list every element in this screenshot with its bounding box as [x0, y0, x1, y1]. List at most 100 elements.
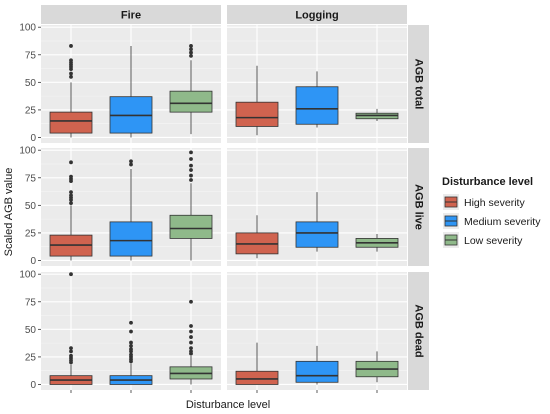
panel-logging-agb-dead	[227, 272, 407, 390]
outlier-point	[69, 74, 73, 79]
outlier-point	[129, 329, 133, 334]
outlier-point	[189, 178, 193, 182]
outlier-point	[69, 190, 73, 195]
box-high-severity	[49, 44, 93, 138]
box-iqr	[109, 221, 153, 257]
box-iqr	[235, 370, 279, 385]
box-medium-severity	[109, 45, 153, 138]
panel-fire-agb-total	[41, 25, 221, 143]
outlier-point	[189, 157, 193, 161]
box-iqr	[295, 86, 339, 125]
box-iqr	[235, 101, 279, 127]
y-tick-label: 75	[25, 173, 37, 184]
outlier-point	[69, 58, 73, 63]
outlier-point	[129, 159, 133, 164]
facet-strip-row	[408, 148, 429, 266]
facet-strip-label: Logging	[295, 10, 338, 22]
legend-entry-label: High severity	[464, 197, 525, 209]
outlier-point	[69, 272, 73, 277]
facet-strip-row-label: AGB live	[413, 184, 425, 230]
outlier-point	[189, 340, 193, 345]
box-low-severity	[355, 108, 399, 121]
outlier-point	[129, 162, 133, 167]
y-axis-title: Scaled AGB value	[3, 168, 15, 257]
box-high-severity	[235, 215, 279, 259]
box-high-severity	[49, 160, 93, 261]
outlier-point	[129, 340, 133, 345]
outlier-point	[189, 44, 193, 48]
panel-logging-agb-total	[227, 25, 407, 143]
box-high-severity	[235, 342, 279, 385]
outlier-point	[189, 324, 193, 328]
outlier-point	[69, 346, 73, 350]
box-low-severity	[169, 299, 213, 385]
y-tick-label: 25	[25, 105, 37, 116]
legend-entry-label: Low severity	[464, 235, 523, 247]
facet-strip-row-label: AGB dead	[413, 304, 425, 357]
y-tick-label: 50	[25, 201, 37, 212]
box-medium-severity	[295, 71, 339, 128]
outlier-point	[189, 47, 193, 52]
outlier-point	[189, 346, 193, 350]
box-iqr	[169, 90, 213, 113]
facet-strip-row	[408, 25, 429, 143]
facet-strip-label: Fire	[121, 10, 141, 22]
y-tick-label: 0	[30, 256, 36, 267]
outlier-point	[189, 53, 193, 58]
box-iqr	[295, 360, 339, 383]
box-low-severity	[169, 44, 213, 135]
outlier-point	[69, 174, 73, 179]
y-tick-label: 25	[25, 352, 37, 363]
outlier-point	[69, 71, 73, 76]
outlier-point	[189, 349, 193, 354]
box-medium-severity	[295, 345, 339, 385]
outlier-point	[129, 343, 133, 348]
panel-fire-agb-dead	[41, 272, 221, 390]
box-low-severity	[355, 351, 399, 383]
facet-strip-row	[408, 272, 429, 390]
outlier-point	[129, 320, 133, 325]
y-tick-label: 0	[30, 380, 36, 391]
box-low-severity	[169, 150, 213, 261]
box-high-severity	[49, 272, 93, 385]
box-iqr	[169, 214, 213, 239]
outlier-point	[69, 353, 73, 358]
outlier-point	[189, 173, 193, 178]
box-low-severity	[355, 234, 399, 252]
outlier-point	[189, 299, 193, 304]
box-iqr	[49, 111, 93, 134]
facet-strip-row-label: AGB total	[413, 59, 425, 110]
outlier-point	[189, 335, 193, 339]
panel-logging-agb-live	[227, 148, 407, 266]
y-tick-label: 50	[25, 78, 37, 89]
x-axis-title: Disturbance level	[186, 399, 270, 411]
y-tick-label: 0	[30, 133, 36, 144]
legend: Disturbance level High severity Medium sev…	[442, 176, 541, 248]
panel-fire-agb-live	[41, 148, 221, 266]
y-tick-label: 100	[19, 146, 36, 157]
facet-strip-logging	[227, 5, 407, 24]
outlier-point	[189, 150, 193, 155]
outlier-point	[189, 50, 193, 55]
y-tick-label: 75	[25, 50, 37, 61]
box-medium-severity	[109, 320, 153, 385]
outlier-point	[129, 347, 133, 352]
y-tick-label: 100	[19, 23, 36, 34]
facet-strip-fire	[41, 5, 221, 24]
outlier-point	[69, 160, 73, 165]
outlier-point	[189, 329, 193, 334]
outlier-point	[69, 44, 73, 48]
legend-entry-label: Medium severity	[464, 216, 541, 228]
box-high-severity	[235, 65, 279, 136]
y-tick-label: 50	[25, 325, 37, 336]
box-medium-severity	[295, 192, 339, 252]
outlier-point	[69, 349, 73, 354]
outlier-point	[129, 352, 133, 357]
outlier-point	[69, 193, 73, 198]
outlier-point	[189, 163, 193, 168]
outlier-point	[69, 201, 73, 206]
y-tick-label: 75	[25, 297, 37, 308]
outlier-point	[189, 168, 193, 172]
legend-title: Disturbance level	[442, 176, 533, 188]
